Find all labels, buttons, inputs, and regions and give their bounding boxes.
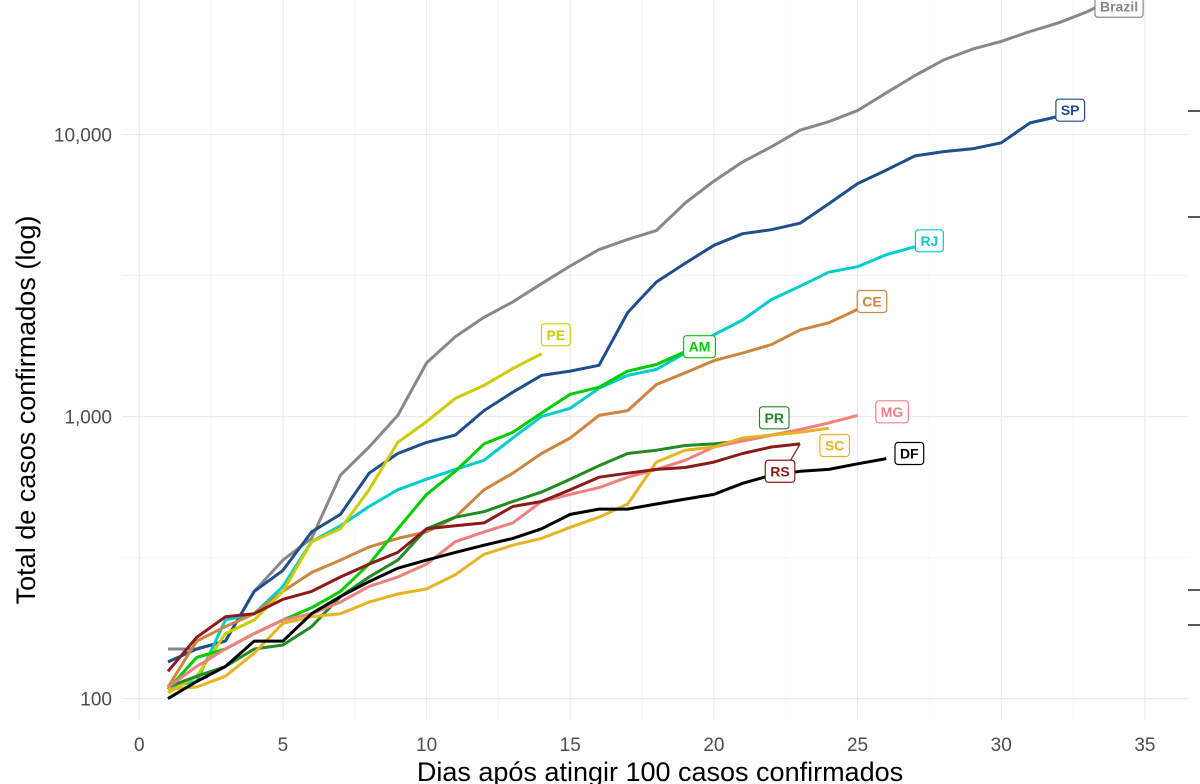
x-tick-label: 15 <box>560 735 581 756</box>
x-tick-label: 20 <box>703 735 724 756</box>
y-tick-label: 1,000 <box>64 408 112 429</box>
label-text: RS <box>770 463 789 479</box>
label-text: DF <box>900 445 919 461</box>
label-text: SC <box>825 437 844 453</box>
series-line-mg <box>167 413 858 689</box>
label-box <box>819 433 851 458</box>
label-box <box>764 459 796 483</box>
label-text: PR <box>765 410 784 426</box>
x-tick-label: 5 <box>278 735 289 756</box>
label-sc: SC <box>819 433 851 458</box>
series-line-df <box>167 457 887 700</box>
edge-ticks <box>1188 110 1200 626</box>
label-box <box>856 289 888 314</box>
label-box <box>875 400 909 424</box>
label-pe: PE <box>540 323 571 347</box>
series-line-rs <box>166 442 801 673</box>
x-tick-label: 0 <box>134 735 145 756</box>
label-text: RJ <box>920 233 938 249</box>
label-box <box>914 229 944 253</box>
label-rj: RJ <box>914 229 944 253</box>
label-box <box>894 441 925 466</box>
series-line-brazil <box>168 0 1114 651</box>
series-line-pr <box>167 433 772 689</box>
label-sp: SP <box>1055 98 1086 122</box>
label-brazil: Brazil <box>1094 0 1144 18</box>
label-mg: MG <box>875 400 909 424</box>
label-text: MG <box>881 404 904 420</box>
label-box <box>758 406 790 430</box>
x-tick-label: 10 <box>416 735 437 756</box>
label-text: Brazil <box>1100 0 1138 14</box>
y-tick-label: 100 <box>80 690 112 711</box>
y-tick-label: 10,000 <box>54 126 112 147</box>
label-box <box>1094 0 1144 18</box>
series-line-rj <box>167 245 916 689</box>
series-line-pe <box>167 352 543 695</box>
x-tick-label: 35 <box>1134 735 1155 756</box>
series-line-sc <box>167 426 830 691</box>
label-box <box>682 335 716 359</box>
label-ce: CE <box>856 289 888 314</box>
series-lines <box>166 0 1114 700</box>
x-tick-label: 30 <box>991 735 1012 756</box>
label-text: PE <box>547 327 566 343</box>
label-text: AM <box>689 339 711 355</box>
label-df: DF <box>894 441 925 466</box>
y-axis-tick-labels: 100 1,000 10,000 <box>54 126 112 711</box>
x-axis-title: Dias após atingir 100 casos confirmados <box>417 757 903 784</box>
series-line-ce <box>166 308 859 688</box>
label-leader-line <box>789 443 801 462</box>
label-text: CE <box>862 293 881 309</box>
y-axis-title: Total de casos confirmados (log) <box>11 216 41 605</box>
label-rs: RS <box>764 443 801 483</box>
series-line-sp <box>167 114 1060 664</box>
label-pr: PR <box>758 406 790 430</box>
series-labels: Brazil SP RJ CE PE AM PR MG SC RS DF <box>540 0 1144 483</box>
major-gridlines <box>122 0 1188 720</box>
x-axis-tick-labels: 0 5 10 15 20 25 30 35 <box>134 735 1156 756</box>
label-am: AM <box>682 335 716 359</box>
x-tick-label: 25 <box>847 735 868 756</box>
label-box <box>540 323 571 347</box>
label-text: SP <box>1061 102 1080 118</box>
label-box <box>1055 98 1086 122</box>
minor-gridlines <box>122 0 1188 720</box>
